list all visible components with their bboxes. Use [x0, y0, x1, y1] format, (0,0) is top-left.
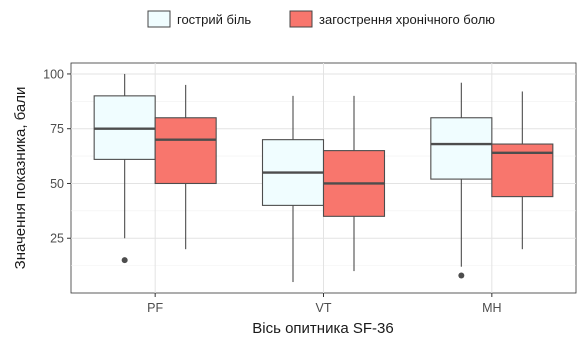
legend: гострий біль загострення хронічного болю — [147, 10, 495, 28]
legend-key-acute-pain — [147, 10, 171, 28]
x-tick-label: MH — [482, 301, 501, 315]
box-VT-series-1 — [322, 95, 386, 272]
x-tick-label: VT — [316, 301, 332, 315]
boxes — [93, 73, 554, 283]
y-axis: 25 50 75 100 — [43, 67, 71, 246]
box-MH-series-0 — [430, 82, 493, 279]
box-MH-series-1 — [491, 91, 554, 250]
box-VT-series-0 — [261, 95, 325, 283]
legend-key-chronic-exacerbation — [289, 10, 313, 28]
outlier-point — [121, 257, 128, 264]
x-axis: PF VT MH — [147, 293, 502, 315]
iqr-box — [154, 117, 217, 185]
legend-label-chronic-exacerbation: загострення хронічного болю — [319, 12, 495, 27]
legend-label-acute-pain: гострий біль — [177, 12, 251, 27]
x-axis-title: Вісь опитника SF-36 — [252, 320, 393, 337]
box-PF-series-0 — [93, 73, 156, 264]
iqr-box — [430, 117, 493, 180]
box-PF-series-1 — [154, 84, 217, 250]
outlier-point — [458, 272, 465, 279]
y-tick-label: 100 — [43, 67, 64, 81]
y-tick-label: 25 — [50, 232, 64, 246]
y-tick-label: 75 — [50, 122, 64, 136]
y-axis-title: Значення показника, бали — [12, 87, 29, 270]
x-tick-label: PF — [147, 301, 163, 315]
y-tick-label: 50 — [50, 177, 64, 191]
